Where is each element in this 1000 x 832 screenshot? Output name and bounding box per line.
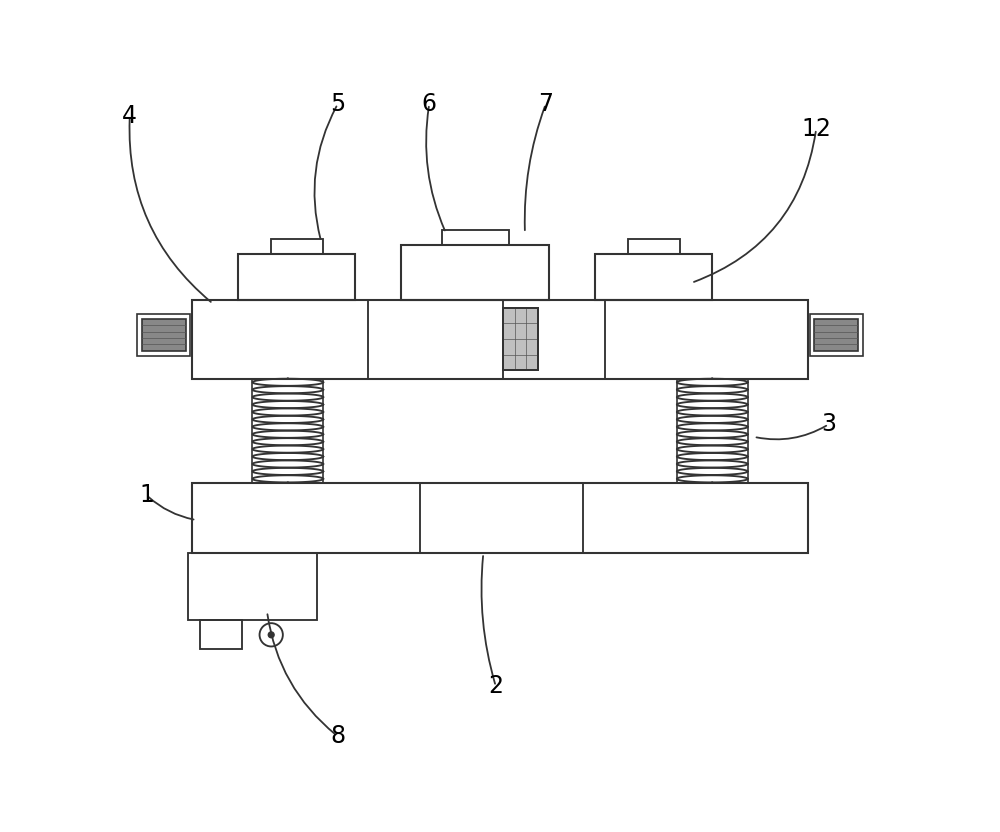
Bar [503,308,538,370]
Bar [628,239,680,254]
Bar [238,254,355,300]
Text: 6: 6 [422,92,437,116]
Bar [142,319,186,351]
Bar [200,620,242,649]
Bar [810,314,863,356]
Text: 3: 3 [821,413,836,436]
Bar [442,230,509,245]
Text: 5: 5 [330,92,345,116]
Text: 8: 8 [330,725,345,748]
Bar [192,300,808,379]
Bar [192,483,808,553]
Bar [595,254,712,300]
Circle shape [268,632,274,637]
Text: 12: 12 [801,117,831,141]
Text: 2: 2 [488,675,503,698]
Bar [188,553,317,620]
Text: 4: 4 [122,105,137,128]
Bar [503,308,538,370]
Bar [271,239,323,254]
Bar [401,245,549,300]
Bar [137,314,190,356]
Bar [814,319,858,351]
Text: 1: 1 [139,483,154,507]
Text: 7: 7 [538,92,553,116]
